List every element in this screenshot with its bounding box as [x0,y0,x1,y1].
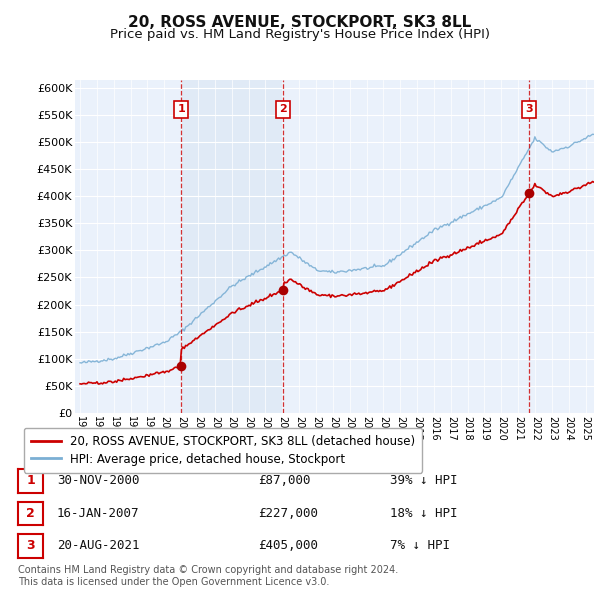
Text: 16-JAN-2007: 16-JAN-2007 [57,507,139,520]
Text: 3: 3 [26,539,35,552]
Text: £87,000: £87,000 [258,474,311,487]
Text: 20-AUG-2021: 20-AUG-2021 [57,539,139,552]
Text: £227,000: £227,000 [258,507,318,520]
Text: 39% ↓ HPI: 39% ↓ HPI [390,474,458,487]
Text: 18% ↓ HPI: 18% ↓ HPI [390,507,458,520]
Text: Contains HM Land Registry data © Crown copyright and database right 2024.
This d: Contains HM Land Registry data © Crown c… [18,565,398,587]
Text: 3: 3 [525,104,533,114]
Text: 30-NOV-2000: 30-NOV-2000 [57,474,139,487]
Text: 1: 1 [177,104,185,114]
Text: 1: 1 [26,474,35,487]
Text: 20, ROSS AVENUE, STOCKPORT, SK3 8LL: 20, ROSS AVENUE, STOCKPORT, SK3 8LL [128,15,472,30]
Text: 2: 2 [279,104,287,114]
Bar [181,80,283,413]
Text: Price paid vs. HM Land Registry's House Price Index (HPI): Price paid vs. HM Land Registry's House … [110,28,490,41]
Text: 2: 2 [26,507,35,520]
Text: 7% ↓ HPI: 7% ↓ HPI [390,539,450,552]
Text: £405,000: £405,000 [258,539,318,552]
Legend: 20, ROSS AVENUE, STOCKPORT, SK3 8LL (detached house), HPI: Average price, detach: 20, ROSS AVENUE, STOCKPORT, SK3 8LL (det… [24,428,422,473]
